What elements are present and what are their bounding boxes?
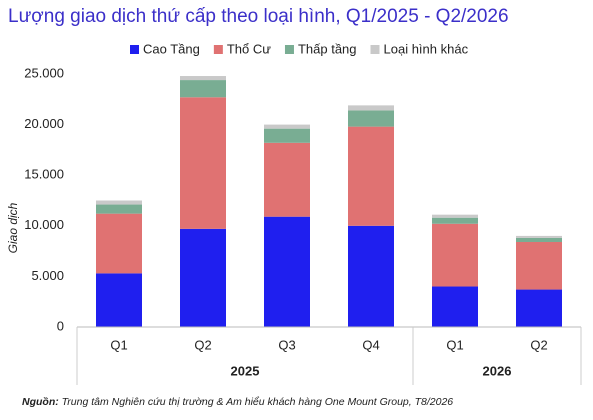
y-tick-label: 0	[57, 318, 64, 333]
bar-segment	[348, 105, 394, 111]
bar-segment	[96, 200, 142, 205]
group-label: 2025	[231, 363, 260, 378]
x-tick-label: Q1	[446, 337, 463, 352]
bar-segment	[264, 216, 310, 327]
bar-segment	[180, 80, 226, 98]
bar-segment	[348, 110, 394, 127]
x-tick-label: Q3	[278, 337, 295, 352]
x-tick-label: Q2	[194, 337, 211, 352]
y-tick-label: 10.000	[24, 217, 64, 232]
legend-label: Thổ Cư	[227, 41, 271, 56]
y-axis-label: Giao dịch	[6, 202, 20, 253]
legend-swatch	[130, 45, 139, 54]
bar-segment	[516, 289, 562, 327]
bar-segment	[432, 214, 478, 218]
bar-segment	[516, 241, 562, 290]
legend-swatch	[284, 45, 294, 54]
bar-segment	[348, 126, 394, 226]
legend-label: Thấp tầng	[298, 41, 357, 56]
bar-segment	[96, 273, 142, 327]
chart-title: Lượng giao dịch thứ cấp theo loại hình, …	[8, 6, 509, 27]
x-tick-label: Q1	[110, 337, 127, 352]
legend-label: Loại hình khác	[384, 41, 469, 56]
y-tick-label: 15.000	[24, 167, 64, 182]
bar-segment	[432, 217, 478, 224]
source: Nguồn: Trung tâm Nghiên cứu thị trường &…	[22, 396, 453, 408]
legend-label: Cao Tầng	[143, 41, 200, 56]
bar-segment	[180, 97, 226, 229]
y-tick-label: 20.000	[24, 116, 64, 131]
bar-segment	[96, 213, 142, 274]
bar-segment	[96, 204, 142, 214]
legend-swatch	[213, 45, 223, 54]
bar-segment	[432, 223, 478, 287]
y-tick-label: 5.000	[31, 268, 64, 283]
bar-segment	[180, 76, 226, 81]
x-tick-label: Q2	[530, 337, 547, 352]
bar-segment	[264, 124, 310, 129]
bar-segment	[264, 128, 310, 143]
x-tick-label: Q4	[362, 337, 379, 352]
bar-segment	[180, 228, 226, 327]
y-tick-label: 25.000	[24, 65, 64, 80]
group-label: 2026	[483, 363, 512, 378]
source-text: Trung tâm Nghiên cứu thị trường & Am hiể…	[62, 396, 454, 408]
bar-segment	[348, 225, 394, 327]
legend-swatch	[370, 45, 380, 54]
bar-segment	[264, 142, 310, 217]
bar-segment	[432, 286, 478, 327]
bar-segment	[516, 237, 562, 242]
bar-segment	[516, 235, 562, 238]
source-label: Nguồn:	[22, 396, 59, 408]
